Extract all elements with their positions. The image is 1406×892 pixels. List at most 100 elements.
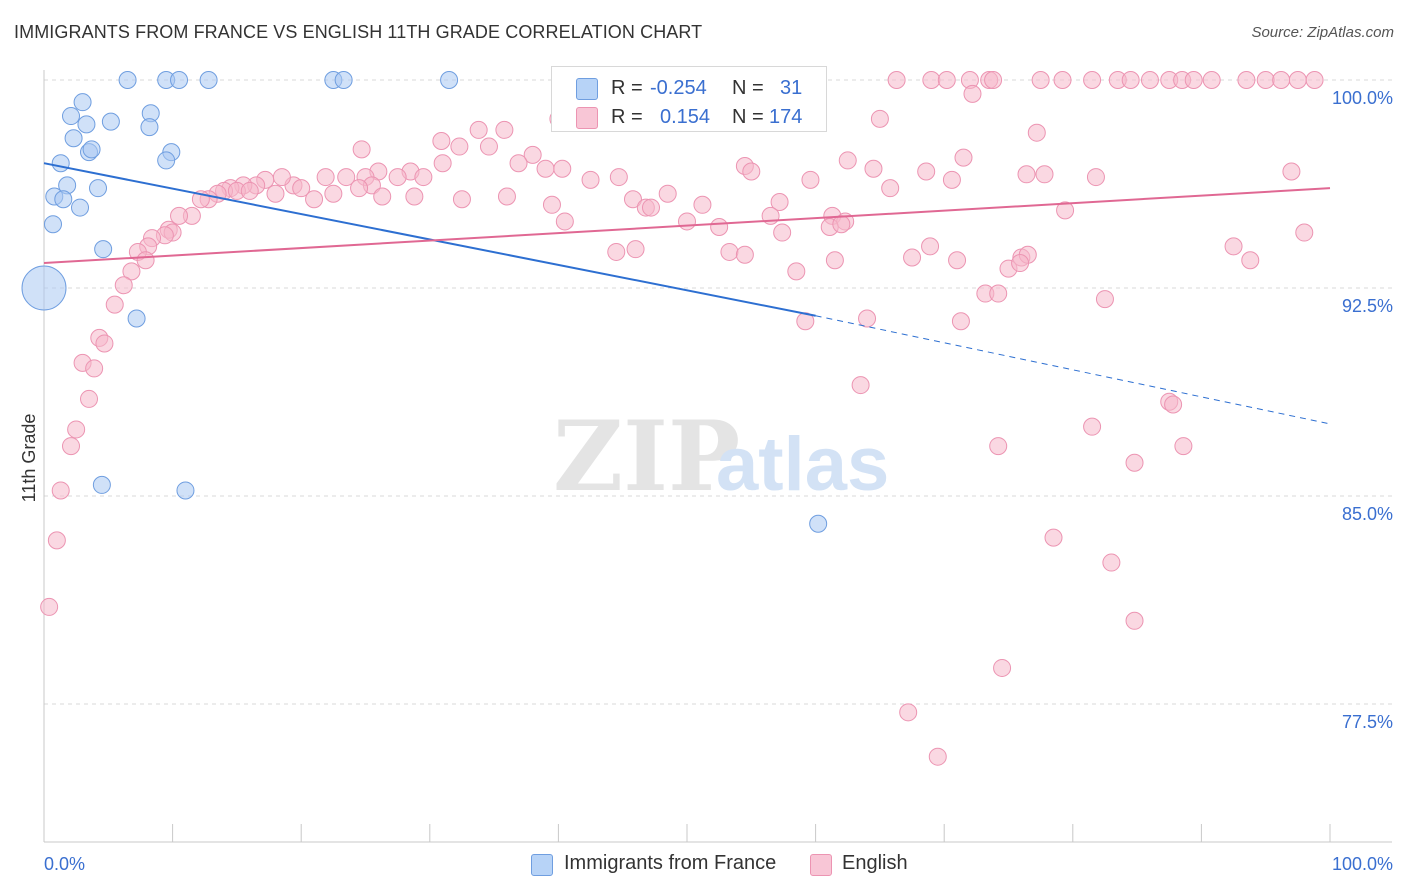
english-point — [136, 251, 155, 270]
stats-legend-row-english: R = 0.154 N = 174 — [552, 101, 826, 131]
english-legend-swatch — [810, 854, 832, 876]
english-point — [373, 187, 392, 206]
english-point — [928, 747, 947, 766]
english-point — [495, 120, 514, 139]
english-point — [324, 184, 343, 203]
english-point — [1295, 223, 1314, 242]
series-legend: Immigrants from France English — [0, 852, 1406, 882]
english-point — [937, 71, 956, 89]
english-trend-line — [43, 187, 1331, 265]
english-swatch — [576, 107, 598, 129]
english-point — [917, 162, 936, 181]
english-point — [51, 481, 70, 500]
english-point — [80, 389, 99, 408]
english-point — [469, 120, 488, 139]
english-point — [414, 168, 433, 187]
france-point — [170, 71, 189, 89]
x-tick-label: 100.0% — [1332, 854, 1393, 874]
english-point — [984, 71, 1003, 89]
r-label: R = — [611, 106, 643, 128]
france-point — [94, 240, 113, 259]
english-point — [903, 248, 922, 267]
english-point — [1121, 71, 1140, 89]
france-point — [71, 198, 90, 217]
france-point — [62, 107, 81, 126]
english-point — [922, 71, 941, 89]
english-point — [67, 420, 86, 439]
legend-label-france: Immigrants from France — [564, 852, 777, 874]
y-axis-label: 11th Grade — [19, 414, 39, 503]
english-point — [870, 109, 889, 128]
english-point — [921, 237, 940, 256]
english-point — [948, 251, 967, 270]
y-tick-label: 77.5% — [1342, 712, 1393, 732]
english-point — [658, 184, 677, 203]
english-point — [954, 148, 973, 167]
english-point — [85, 359, 104, 378]
france-point — [77, 115, 96, 134]
english-point — [1017, 165, 1036, 184]
english-point — [316, 168, 335, 187]
france-point — [82, 140, 101, 159]
english-point — [832, 215, 851, 234]
english-point — [641, 198, 660, 217]
france-point — [118, 71, 137, 89]
france-point — [44, 215, 63, 234]
y-tick-label: 92.5% — [1342, 296, 1393, 316]
english-r-value: 0.154 — [660, 106, 711, 128]
english-point — [1083, 417, 1102, 436]
english-point — [858, 309, 877, 328]
legend-label-english: English — [842, 852, 908, 874]
english-point — [1282, 162, 1301, 181]
english-point — [62, 437, 81, 456]
france-n-value: 31 — [780, 77, 803, 99]
english-point — [388, 168, 407, 187]
english-point — [899, 703, 918, 722]
english-point — [240, 181, 259, 200]
english-point — [105, 295, 124, 314]
english-point — [787, 262, 806, 281]
english-point — [1095, 290, 1114, 309]
english-point — [1202, 71, 1221, 89]
english-point — [337, 168, 356, 187]
english-point — [773, 223, 792, 242]
english-point — [553, 159, 572, 178]
english-point — [1241, 251, 1260, 270]
english-point — [864, 159, 883, 178]
france-legend-swatch — [531, 854, 553, 876]
english-point — [114, 276, 133, 295]
english-point — [742, 162, 761, 181]
english-point — [710, 217, 729, 236]
english-point — [1305, 71, 1324, 89]
english-point — [1125, 453, 1144, 472]
english-point — [1184, 71, 1203, 89]
english-point — [1027, 123, 1046, 142]
english-point — [626, 240, 645, 259]
english-point — [95, 334, 114, 353]
english-point — [801, 170, 820, 189]
english-point — [450, 137, 469, 156]
english-point — [40, 597, 59, 616]
english-point — [555, 212, 574, 231]
france-point — [176, 481, 195, 500]
france-point — [51, 154, 70, 173]
english-point — [993, 658, 1012, 677]
france-point — [89, 179, 108, 198]
english-point — [1102, 553, 1121, 572]
english-point — [1083, 71, 1102, 89]
english-point — [509, 154, 528, 173]
source-credit: Source: ZipAtlas.com — [1251, 24, 1394, 41]
france-point — [127, 309, 146, 328]
english-point — [523, 145, 542, 164]
english-point — [989, 284, 1008, 303]
english-point — [887, 71, 906, 89]
english-point — [963, 84, 982, 103]
english-point — [609, 168, 628, 187]
english-point — [1011, 254, 1030, 273]
english-point — [942, 170, 961, 189]
english-point — [497, 187, 516, 206]
france-point — [809, 514, 828, 533]
english-point — [678, 212, 696, 231]
english-point — [432, 132, 451, 151]
